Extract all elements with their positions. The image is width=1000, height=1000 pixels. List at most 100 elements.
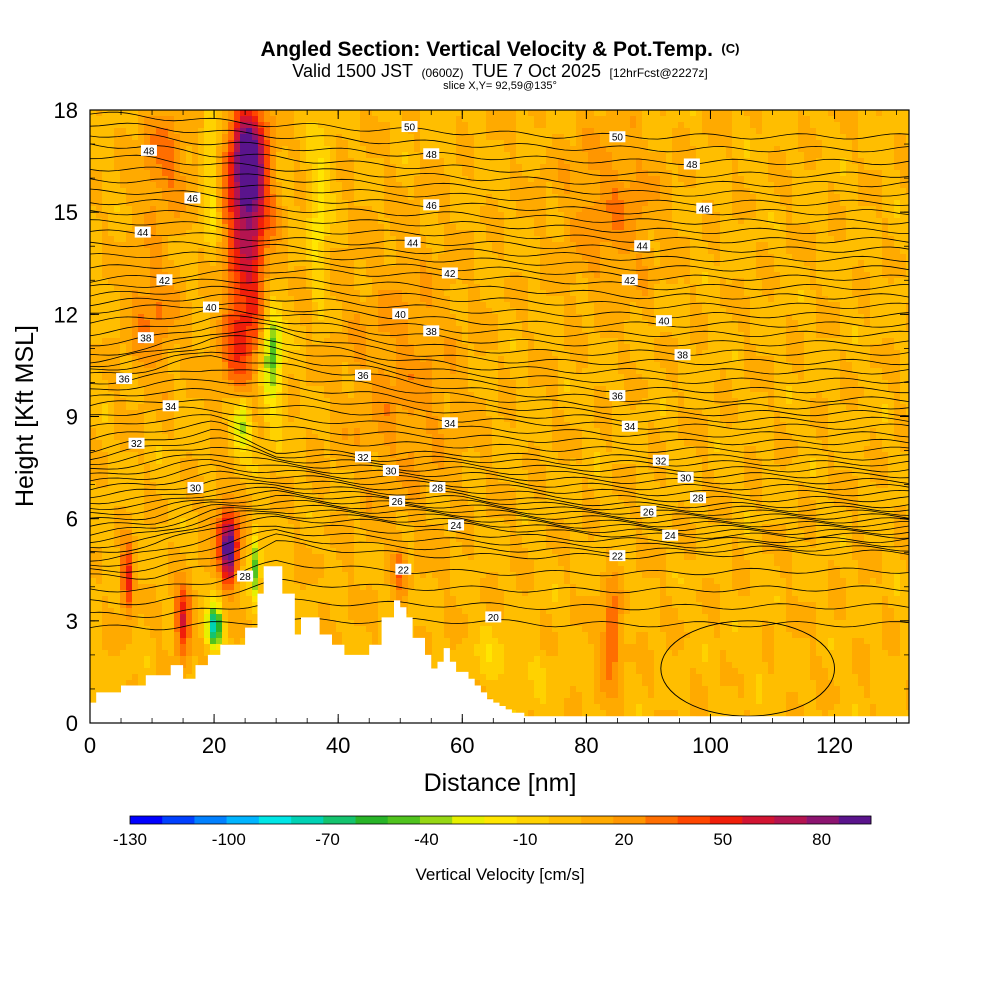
field-cell	[366, 272, 373, 279]
field-cell	[612, 260, 619, 267]
field-cell	[426, 260, 433, 267]
field-cell	[618, 170, 625, 177]
field-cell	[384, 194, 391, 201]
field-cell	[174, 134, 181, 141]
field-cell	[570, 236, 577, 243]
field-cell	[264, 326, 271, 333]
field-cell	[516, 170, 523, 177]
field-cell	[870, 140, 877, 147]
field-cell	[846, 284, 853, 291]
field-cell	[282, 188, 289, 195]
field-cell	[690, 170, 697, 177]
field-cell	[570, 164, 577, 171]
field-cell	[318, 236, 325, 243]
field-cell	[792, 266, 799, 273]
field-cell	[492, 266, 499, 273]
field-cell	[900, 128, 907, 135]
field-cell	[126, 140, 133, 147]
field-cell	[300, 260, 307, 267]
field-cell	[498, 272, 505, 279]
field-cell	[600, 188, 607, 195]
field-cell	[522, 182, 529, 189]
field-cell	[654, 122, 661, 129]
field-cell	[480, 290, 487, 297]
field-cell	[498, 278, 505, 285]
field-cell	[138, 272, 145, 279]
field-cell	[282, 272, 289, 279]
field-cell	[192, 254, 199, 261]
field-cell	[456, 152, 463, 159]
field-cell	[816, 320, 823, 327]
field-cell	[582, 296, 589, 303]
field-cell	[408, 308, 415, 315]
field-cell	[744, 302, 751, 309]
field-cell	[630, 224, 637, 231]
field-cell	[720, 278, 727, 285]
field-cell	[414, 230, 421, 237]
field-cell	[906, 170, 909, 177]
field-cell	[510, 284, 517, 291]
field-cell	[834, 230, 841, 237]
field-cell	[504, 230, 511, 237]
field-cell	[234, 290, 241, 297]
field-cell	[714, 296, 721, 303]
field-cell	[750, 260, 757, 267]
field-cell	[102, 248, 109, 255]
field-cell	[828, 278, 835, 285]
field-cell	[792, 110, 799, 117]
field-cell	[810, 188, 817, 195]
field-cell	[132, 320, 139, 327]
field-cell	[894, 152, 901, 159]
field-cell	[288, 152, 295, 159]
field-cell	[672, 200, 679, 207]
field-cell	[168, 110, 175, 117]
field-cell	[300, 110, 307, 117]
field-cell	[324, 110, 331, 117]
field-cell	[606, 116, 613, 123]
field-cell	[144, 260, 151, 267]
field-cell	[492, 296, 499, 303]
field-cell	[804, 308, 811, 315]
field-cell	[726, 224, 733, 231]
field-cell	[336, 182, 343, 189]
field-cell	[96, 218, 103, 225]
field-cell	[852, 212, 859, 219]
field-cell	[900, 302, 907, 309]
field-cell	[228, 230, 235, 237]
field-cell	[654, 140, 661, 147]
field-cell	[816, 110, 823, 117]
field-cell	[900, 248, 907, 255]
field-cell	[90, 140, 97, 147]
field-cell	[510, 188, 517, 195]
field-cell	[150, 110, 157, 117]
field-cell	[606, 128, 613, 135]
field-cell	[864, 308, 871, 315]
field-cell	[696, 116, 703, 123]
field-cell	[852, 110, 859, 117]
field-cell	[102, 260, 109, 267]
field-cell	[744, 254, 751, 261]
field-cell	[540, 200, 547, 207]
field-cell	[858, 200, 865, 207]
field-cell	[126, 212, 133, 219]
field-cell	[594, 266, 601, 273]
field-cell	[756, 134, 763, 141]
field-cell	[504, 176, 511, 183]
field-cell	[168, 146, 175, 153]
field-cell	[168, 152, 175, 159]
field-cell	[180, 242, 187, 249]
field-cell	[576, 218, 583, 225]
field-cell	[366, 290, 373, 297]
field-cell	[768, 278, 775, 285]
field-cell	[180, 326, 187, 333]
field-cell	[354, 224, 361, 231]
field-cell	[660, 308, 667, 315]
field-cell	[126, 320, 133, 327]
field-cell	[114, 170, 121, 177]
field-cell	[540, 314, 547, 321]
field-cell	[522, 176, 529, 183]
field-cell	[702, 158, 709, 165]
field-cell	[372, 200, 379, 207]
field-cell	[480, 248, 487, 255]
field-cell	[552, 146, 559, 153]
